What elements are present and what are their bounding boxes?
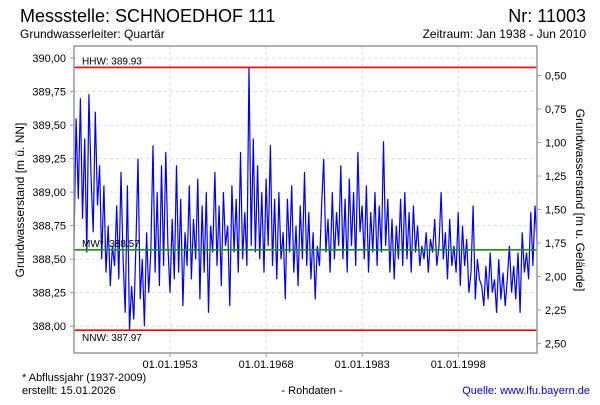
y-tick-label-right: 1,75 — [545, 238, 566, 250]
x-tick-label: 01.01.1953 — [143, 359, 198, 371]
x-tick-label: 01.01.1998 — [431, 359, 486, 371]
y-tick-label-right: 1,50 — [545, 205, 566, 217]
created-date: erstellt: 15.01.2026 — [22, 385, 116, 397]
x-tick-label: 01.01.1968 — [239, 359, 294, 371]
axes-layer: 388,00 388,25 388,50 388,75 389,00 389,25 389,… — [32, 53, 566, 371]
y-axis-title-right: Grundwasserstand [m u. Gelände] — [573, 109, 587, 292]
y-tick-label-left: 390,00 — [32, 53, 66, 65]
reference-label-mw: MW*: 388.57 — [82, 239, 140, 250]
y-tick-label-right: 0,50 — [545, 70, 566, 82]
y-tick-label-left: 389,25 — [32, 154, 66, 166]
period-label: Zeitraum: Jan 1938 - Jun 2010 — [423, 27, 587, 41]
series-layer — [73, 67, 538, 331]
station-title: Messstelle: SCHNOEDHOF 111 — [20, 6, 275, 26]
y-tick-label-left: 388,00 — [32, 321, 66, 333]
y-tick-label-right: 1,25 — [545, 171, 566, 183]
y-tick-label-left: 389,00 — [32, 187, 66, 199]
reference-label-nnw: NNW: 387.97 — [82, 333, 142, 344]
y-tick-label-left: 388,75 — [32, 221, 66, 233]
y-tick-label-left: 388,25 — [32, 288, 66, 300]
y-axis-title-left: Grundwasserstand [m ü. NN] — [13, 123, 27, 278]
y-tick-label-right: 2,00 — [545, 272, 566, 284]
footnote-abflussjahr: * Abflussjahr (1937-2009) — [22, 372, 146, 384]
y-tick-label-left: 389,50 — [32, 120, 66, 132]
y-tick-label-right: 2,50 — [545, 339, 566, 351]
y-tick-label-right: 1,00 — [545, 138, 566, 150]
y-tick-label-right: 0,75 — [545, 104, 566, 116]
data-type-label: - Rohdaten - — [281, 385, 342, 397]
groundwater-level-line — [73, 67, 538, 331]
y-tick-label-left: 388,50 — [32, 254, 66, 266]
y-tick-label-right: 2,25 — [545, 305, 566, 317]
aquifer-label: Grundwasserleiter: Quartär — [20, 27, 165, 41]
reference-label-hhw: HHW: 389.93 — [82, 56, 142, 67]
station-number: Nr: 11003 — [508, 6, 586, 26]
source-link[interactable]: Quelle: www.lfu.bayern.de — [462, 385, 590, 397]
reference-lines: HHW: 389.93 MW*: 388.57 NNW: 387.97 — [74, 56, 537, 344]
plot-frame — [73, 45, 538, 354]
y-tick-label-left: 389,75 — [32, 87, 66, 99]
x-tick-label: 01.01.1983 — [335, 359, 390, 371]
